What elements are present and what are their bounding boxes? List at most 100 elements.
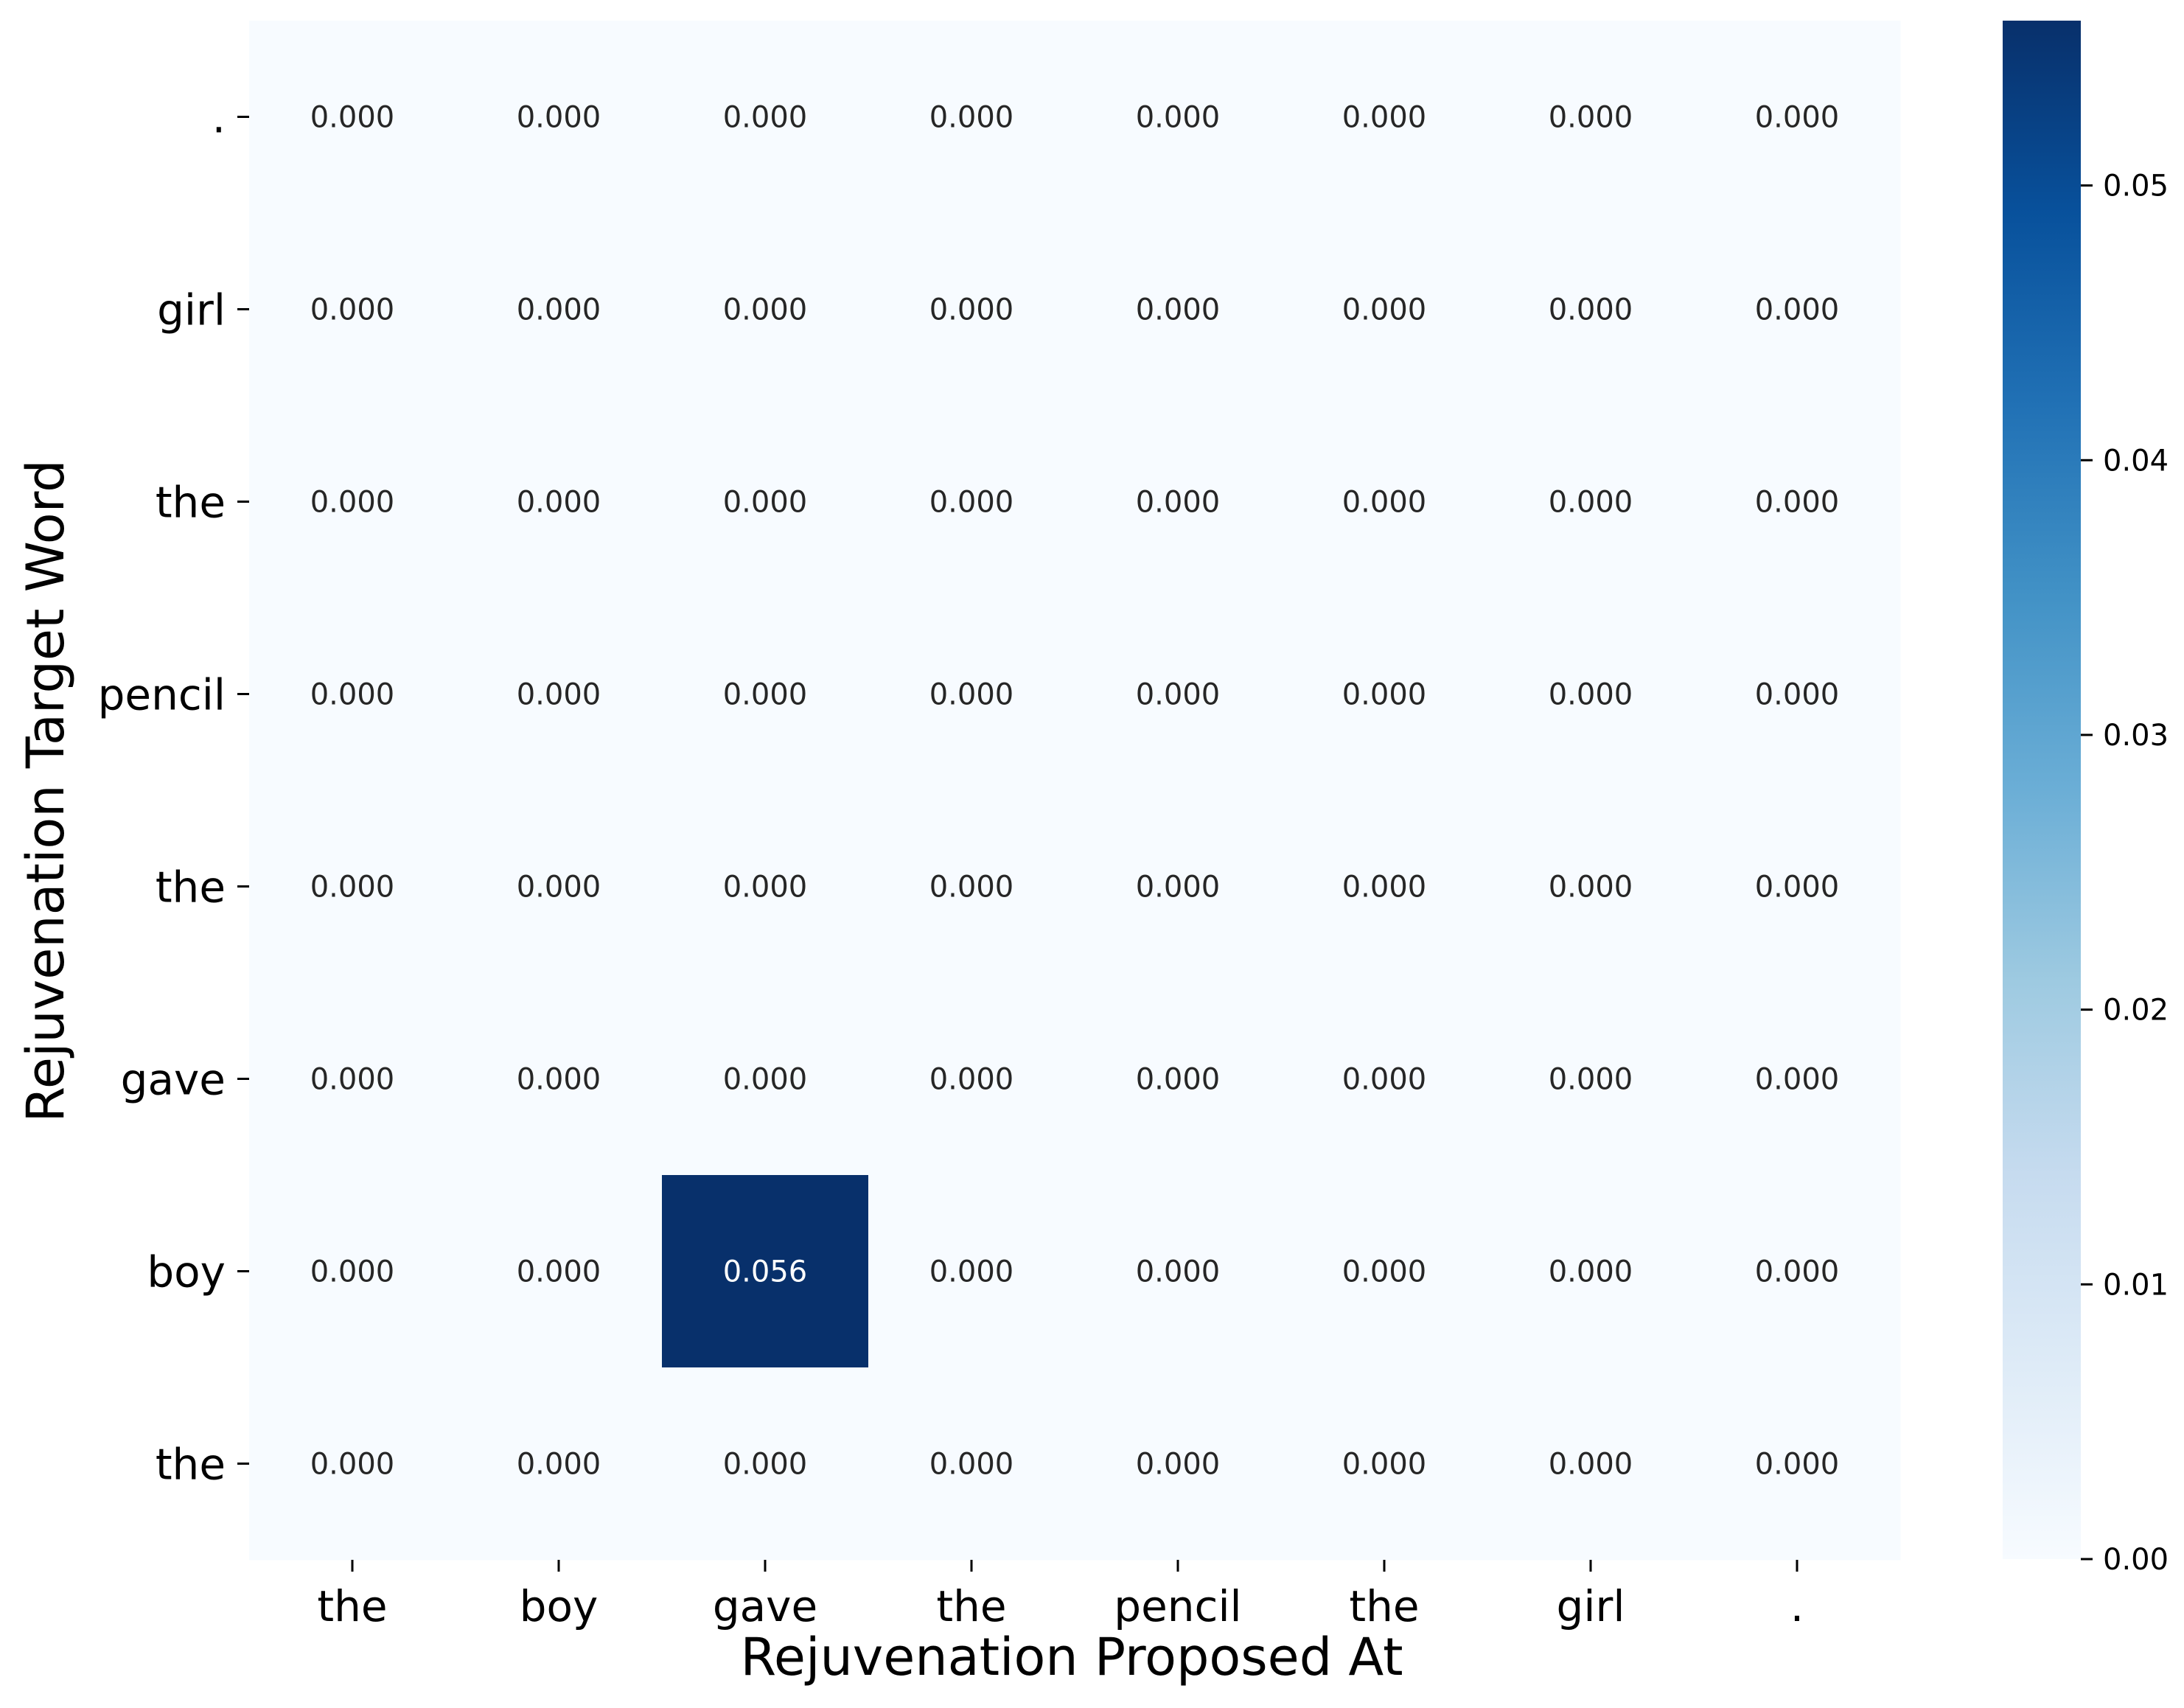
- cell-annotation: 0.000: [929, 486, 1014, 520]
- cell-annotation: 0.000: [723, 1448, 808, 1482]
- heatmap-cell: [1075, 405, 1282, 599]
- cell-annotation: 0.000: [723, 486, 808, 520]
- y-tick-label: the: [156, 862, 226, 913]
- heatmap-cell: [1281, 790, 1488, 983]
- heatmap-cell: [1694, 21, 1901, 214]
- heatmap-cell: [1075, 1367, 1282, 1561]
- cell-annotation: 0.000: [517, 1063, 601, 1097]
- heatmap-cell: [456, 1175, 663, 1368]
- y-tick-label: boy: [147, 1247, 226, 1297]
- x-axis-ticks: the boy gave the pencil the girl.: [317, 1560, 1804, 1631]
- heatmap-cell: [1075, 21, 1282, 214]
- heatmap-cell: [1281, 1367, 1488, 1561]
- y-tick-label: pencil: [98, 670, 226, 720]
- heatmap-cell: [1694, 213, 1901, 406]
- heatmap-cell: [662, 790, 869, 983]
- heatmap-cell: [456, 405, 663, 599]
- heatmap-cell: [249, 983, 456, 1176]
- colorbar-tick-label: 0.03: [2103, 719, 2169, 753]
- x-tick-label: .: [1790, 1581, 1804, 1631]
- heatmap-cell: [249, 1367, 456, 1561]
- heatmap-cell: [868, 598, 1075, 791]
- cell-annotation: 0.000: [1136, 678, 1221, 712]
- cell-annotation: 0.000: [1549, 101, 1633, 135]
- heatmap-cell: [868, 213, 1075, 406]
- cell-annotation: 0.000: [310, 678, 395, 712]
- cell-annotation: 0.000: [929, 1448, 1014, 1482]
- cell-annotation: 0.000: [1136, 486, 1221, 520]
- heatmap-cell: [1694, 1175, 1901, 1368]
- y-axis-label: Rejuvenation Target Word: [15, 459, 76, 1122]
- cell-annotation: 0.000: [1549, 678, 1633, 712]
- cell-annotation: 0.000: [1136, 1255, 1221, 1289]
- heatmap-cell: [249, 405, 456, 599]
- cell-annotation: 0.000: [1755, 1255, 1840, 1289]
- heatmap-cell: [1487, 1175, 1695, 1368]
- cell-annotation: 0.000: [1136, 1448, 1221, 1482]
- heatmap-cell: [662, 983, 869, 1176]
- cell-annotation: 0.000: [310, 1063, 395, 1097]
- cell-annotation: 0.056: [723, 1255, 808, 1289]
- cell-annotation: 0.000: [1342, 486, 1427, 520]
- cell-annotation: 0.000: [1549, 1255, 1633, 1289]
- heatmap-cell: [456, 598, 663, 791]
- heatmap-cell: [1694, 1367, 1901, 1561]
- heatmap-cell: [1487, 1367, 1695, 1561]
- cell-annotation: 0.000: [1549, 1063, 1633, 1097]
- y-tick-label: girl: [157, 285, 226, 335]
- heatmap-cell: [1281, 21, 1488, 214]
- heatmap-cell: [1281, 1175, 1488, 1368]
- cell-annotation: 0.000: [1755, 678, 1840, 712]
- colorbar-tick-label: 0.01: [2103, 1268, 2169, 1302]
- heatmap-cell: [1487, 21, 1695, 214]
- colorbar-tick-label: 0.00: [2103, 1543, 2169, 1577]
- cell-annotation: 0.000: [1342, 871, 1427, 904]
- x-tick-label: gave: [713, 1581, 817, 1631]
- y-tick-label: the: [156, 1440, 226, 1490]
- heatmap-cell: [1694, 983, 1901, 1176]
- heatmap-cell: [1075, 598, 1282, 791]
- heatmap-cell: [662, 1175, 869, 1368]
- heatmap-cell: [1487, 213, 1695, 406]
- heatmap-cell: [1487, 405, 1695, 599]
- cell-annotation: 0.000: [517, 293, 601, 327]
- cell-annotation: 0.000: [929, 293, 1014, 327]
- heatmap-cell: [662, 21, 869, 214]
- heatmap-cell: [1694, 405, 1901, 599]
- colorbar: [2003, 21, 2081, 1559]
- cell-annotation: 0.000: [723, 871, 808, 904]
- cell-annotation: 0.000: [310, 486, 395, 520]
- cell-annotation: 0.000: [1342, 678, 1427, 712]
- cell-annotation: 0.000: [929, 1063, 1014, 1097]
- cell-annotation: 0.000: [1755, 1448, 1840, 1482]
- cell-annotation: 0.000: [310, 293, 395, 327]
- cell-annotation: 0.000: [1342, 1063, 1427, 1097]
- x-tick-label: the: [1349, 1581, 1419, 1631]
- heatmap-cell: [1487, 598, 1695, 791]
- cell-annotation: 0.000: [723, 293, 808, 327]
- heatmap-cell: [249, 213, 456, 406]
- cell-annotation: 0.000: [310, 101, 395, 135]
- heatmap-cell: [1075, 790, 1282, 983]
- x-tick-label: the: [317, 1581, 387, 1631]
- heatmap-cell: [868, 983, 1075, 1176]
- y-axis-ticks: . girl the pencil the gave boy the: [98, 93, 249, 1490]
- cell-annotation: 0.000: [1549, 1448, 1633, 1482]
- heatmap-cell: [662, 598, 869, 791]
- heatmap-cell: [662, 405, 869, 599]
- heatmap-cell: [1075, 1175, 1282, 1368]
- cell-annotation: 0.000: [517, 1448, 601, 1482]
- x-tick-label: girl: [1557, 1581, 1625, 1631]
- heatmap-cell: [868, 21, 1075, 214]
- heatmap-cell: [662, 1367, 869, 1561]
- heatmap-cells: [249, 21, 1901, 1561]
- heatmap-cell: [1281, 598, 1488, 791]
- cell-annotation: 0.000: [723, 678, 808, 712]
- heatmap-cell: [456, 21, 663, 214]
- cell-annotation: 0.000: [1755, 101, 1840, 135]
- cell-annotation: 0.000: [1136, 871, 1221, 904]
- cell-annotation: 0.000: [1342, 101, 1427, 135]
- cell-annotation: 0.000: [723, 101, 808, 135]
- heatmap-cell: [249, 598, 456, 791]
- x-tick-label: the: [936, 1581, 1006, 1631]
